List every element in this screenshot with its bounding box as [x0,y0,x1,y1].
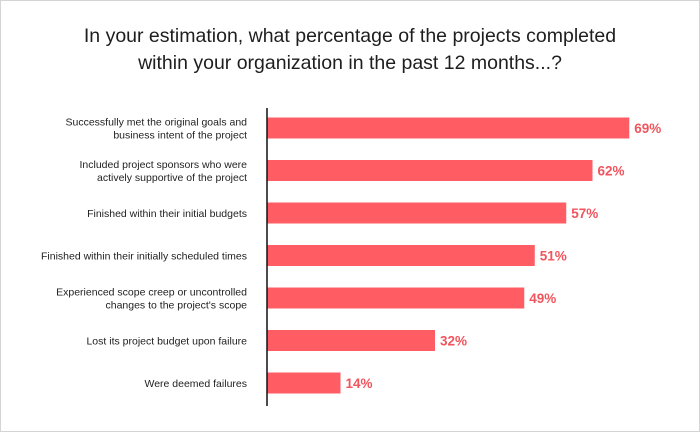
bar-1 [267,160,593,181]
category-label-6-0: Were deemed failures [144,378,247,390]
category-label-4-1: changes to the project's scope [105,300,247,312]
category-label-5-0: Lost its project budget upon failure [86,336,247,348]
category-label-1-1: actively supportive of the project [97,172,247,184]
chart-title-line-2: within your organization in the past 12 … [138,52,562,74]
category-label-0-1: business intent of the project [113,130,247,142]
category-label-1-0: Included project sponsors who were [79,159,247,171]
bar-2 [267,202,567,224]
value-label-6: 14% [346,376,373,391]
bar-3 [267,245,535,266]
bar-0 [267,117,630,139]
value-label-3: 51% [540,249,567,264]
chart-title-line-1: In your estimation, what percentage of t… [83,25,617,47]
bar-5 [267,330,435,351]
value-label-2: 57% [571,206,598,221]
value-label-4: 49% [529,291,556,306]
category-label-2-0: Finished within their initial budgets [87,208,247,220]
bar-4 [267,287,525,309]
value-label-0: 69% [634,121,661,136]
category-label-0-0: Successfully met the original goals and [65,117,247,129]
value-label-1: 62% [598,164,625,179]
category-label-4-0: Experienced scope creep or uncontrolled [56,287,247,299]
category-label-3-0: Finished within their initially schedule… [41,251,247,263]
value-label-5: 32% [440,334,467,349]
bar-6 [267,372,341,394]
